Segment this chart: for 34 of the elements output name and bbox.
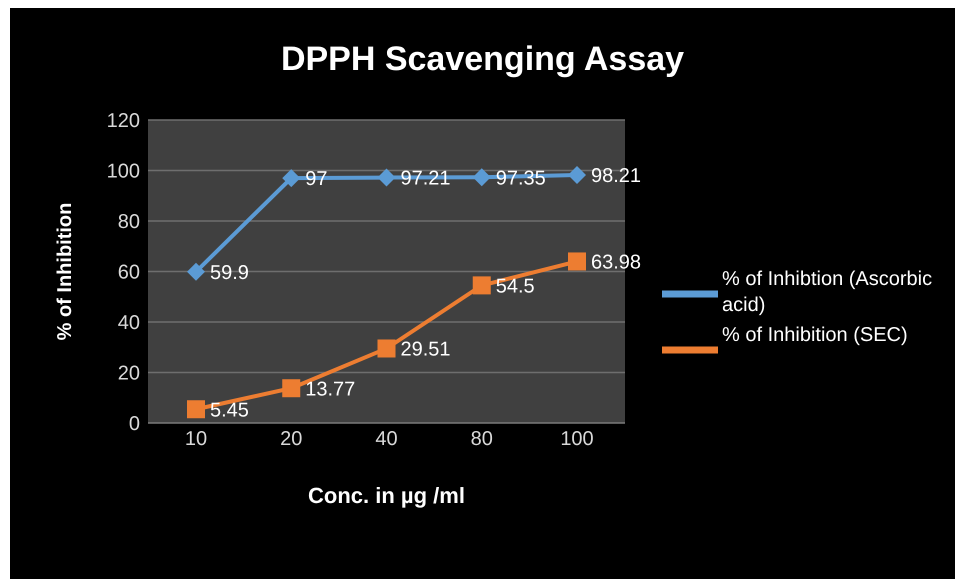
- x-axis-title: Conc. in µg /ml: [307, 483, 466, 509]
- data-label: 5.45: [210, 399, 249, 422]
- data-label: 59.9: [210, 262, 249, 284]
- data-label: 63.98: [591, 252, 642, 274]
- point: [472, 276, 491, 294]
- point: [568, 252, 586, 270]
- x-tick-label: 10: [184, 428, 208, 450]
- point: [378, 168, 396, 187]
- point: [282, 379, 300, 398]
- data-label: 54.5: [496, 275, 535, 298]
- y-tick-label: 120: [106, 110, 140, 132]
- data-label: 13.77: [305, 378, 356, 400]
- data-label: 98.21: [591, 165, 642, 188]
- point: [282, 169, 300, 188]
- point: [472, 168, 491, 186]
- point: [187, 400, 205, 418]
- y-axis-title: % of Inhibition: [54, 202, 76, 340]
- y-tick-label: 80: [118, 211, 140, 234]
- y-tick-label: 60: [118, 262, 140, 284]
- y-tick-label: 20: [118, 362, 140, 385]
- y-tick-label: 0: [128, 413, 140, 436]
- chart-title: DPPH Scavenging Assay: [280, 40, 686, 79]
- x-tick-label: 40: [375, 428, 398, 450]
- legend-label: % of Inhibtion (Ascorbic acid): [722, 267, 934, 318]
- point: [568, 166, 586, 184]
- data-label: 29.51: [400, 338, 451, 361]
- point: [187, 262, 205, 281]
- point: [378, 339, 396, 358]
- text: % of Inhibition (SEC): [722, 323, 909, 348]
- x-tick-label: 80: [470, 428, 493, 450]
- x-tick-label: 100: [560, 428, 594, 450]
- y-tick-label: 40: [118, 312, 140, 334]
- x-tick-label: 20: [280, 428, 302, 450]
- y-tick-label: 100: [106, 160, 140, 183]
